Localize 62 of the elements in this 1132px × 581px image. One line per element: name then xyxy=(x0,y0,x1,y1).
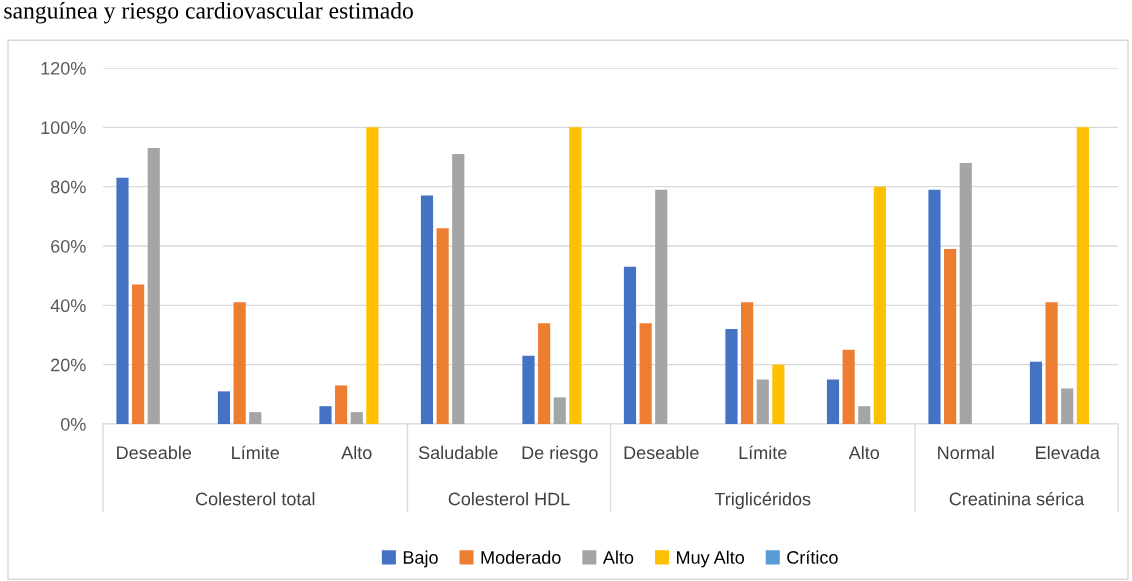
bar xyxy=(436,228,449,424)
bar xyxy=(873,186,886,424)
x-tick-label: Límite xyxy=(232,445,280,460)
legend-label: Muy Alto xyxy=(677,550,745,568)
x-tick-label: Deseable xyxy=(117,445,192,460)
bar xyxy=(1076,127,1089,424)
bar xyxy=(319,406,332,424)
bar xyxy=(623,266,637,424)
bar xyxy=(725,329,738,424)
y-tick-label: 80% xyxy=(50,180,86,194)
x-tick-label: Normal xyxy=(938,445,994,460)
bar xyxy=(116,177,129,424)
legend-label: Alto xyxy=(602,550,634,564)
bar xyxy=(959,162,972,424)
x-tick-label: De riesgo xyxy=(522,445,598,463)
bar xyxy=(522,355,535,424)
bar xyxy=(944,248,957,424)
bar xyxy=(233,302,246,424)
bar xyxy=(928,189,941,424)
x-tick-label: Alto xyxy=(848,445,880,460)
y-tick-label: 0% xyxy=(60,417,86,431)
bar xyxy=(842,349,855,424)
bar xyxy=(147,148,160,424)
bar xyxy=(826,379,840,424)
y-tick-label: 120% xyxy=(41,61,86,75)
y-tick-label: 20% xyxy=(51,358,86,372)
y-tick-label: 40% xyxy=(50,299,86,313)
bar xyxy=(858,406,871,424)
text: Triglicéridos xyxy=(714,492,811,510)
x-tick-label: Alto xyxy=(341,445,372,460)
bar xyxy=(741,302,754,424)
bar xyxy=(538,323,551,424)
x-tick-label: Elevada xyxy=(1036,445,1100,460)
text: Colesterol total xyxy=(195,492,315,506)
text: Creatinina sérica xyxy=(949,491,1085,506)
bar xyxy=(1029,361,1043,424)
bar xyxy=(756,379,769,424)
y-tick-label: 60% xyxy=(51,239,86,253)
bar xyxy=(249,412,262,424)
x-tick-label: Límite xyxy=(739,445,787,460)
x-tick-label: Saludable xyxy=(418,445,498,460)
bar xyxy=(569,127,582,424)
bar xyxy=(553,397,566,424)
legend-label: Moderado xyxy=(481,550,561,564)
text: Colesterol HDL xyxy=(448,492,570,506)
legend-label: Bajo xyxy=(403,550,438,568)
bar xyxy=(420,195,434,424)
bar xyxy=(1061,388,1074,424)
bar xyxy=(335,385,348,424)
bar xyxy=(350,412,363,424)
chart-title: sanguínea y riesgo cardiovascular estimado xyxy=(4,2,413,24)
bar xyxy=(772,364,785,424)
bar xyxy=(366,127,379,424)
legend-label: Crítico xyxy=(787,550,838,564)
y-tick-label: 100% xyxy=(41,121,86,135)
bar xyxy=(452,154,465,424)
bar xyxy=(217,391,231,424)
bar xyxy=(132,284,145,424)
x-tick-label: Deseable xyxy=(624,445,699,460)
bar xyxy=(1045,302,1058,424)
bar xyxy=(639,323,652,424)
bar xyxy=(655,189,668,424)
